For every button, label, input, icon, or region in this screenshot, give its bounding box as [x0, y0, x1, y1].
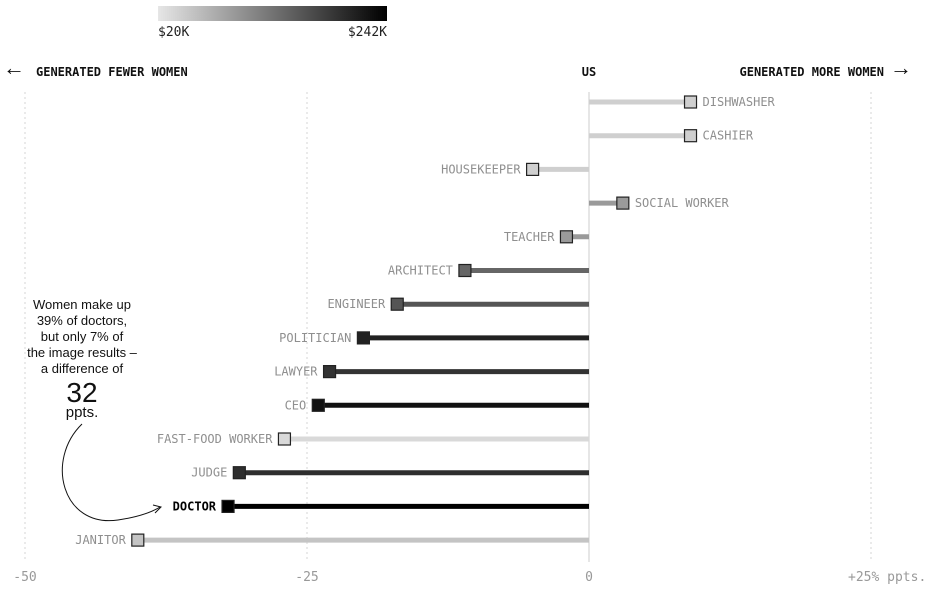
- header-right-label: GENERATED MORE WOMEN: [740, 65, 885, 79]
- bar-marker: [559, 230, 574, 244]
- category-label: ENGINEER: [327, 297, 386, 311]
- annotation-line-1: Women make up: [33, 297, 131, 312]
- bar-marker: [322, 365, 337, 379]
- category-label: CEO: [285, 398, 307, 412]
- category-label: DOCTOR: [173, 499, 217, 513]
- bar-row: POLITICIAN: [279, 331, 589, 345]
- bar-marker: [232, 466, 246, 480]
- annotation-big-number: 32: [66, 377, 97, 408]
- bar-marker: [458, 263, 472, 278]
- right-arrow-icon: →: [890, 55, 912, 80]
- bar-row: SOCIAL WORKER: [589, 196, 730, 210]
- bar-marker: [131, 533, 145, 547]
- category-label: LAWYER: [274, 365, 318, 379]
- annotation-arrowhead-icon: [152, 504, 162, 514]
- bar-marker: [356, 331, 370, 345]
- doctor-annotation: Women make up 39% of doctors, but only 7…: [27, 297, 162, 522]
- annotation-line-3: but only 7% of: [41, 329, 124, 344]
- category-label: POLITICIAN: [279, 331, 351, 345]
- header-left-label: GENERATED FEWER WOMEN: [36, 65, 188, 79]
- bar-row: JANITOR: [75, 533, 589, 547]
- category-label: TEACHER: [504, 230, 555, 244]
- bar-row: DOCTOR: [173, 499, 589, 513]
- category-label: DISHWASHER: [703, 95, 776, 109]
- bar-marker: [525, 162, 540, 176]
- bar-marker: [683, 129, 698, 143]
- bar-row: ARCHITECT: [388, 264, 589, 278]
- annotation-line-5: a difference of: [41, 361, 124, 376]
- bar-marker: [311, 398, 325, 412]
- chart-header: ← GENERATED FEWER WOMEN US GENERATED MOR…: [3, 55, 912, 80]
- bar-marker: [616, 196, 630, 210]
- category-label: FAST-FOOD WORKER: [157, 432, 273, 446]
- bars-layer: DISHWASHER CASHIER HOUSEKEEPER SOCIAL WORKE…: [75, 95, 775, 547]
- category-label: HOUSEKEEPER: [441, 162, 521, 176]
- header-center-label: US: [582, 65, 596, 79]
- bar-row: JUDGE: [191, 466, 589, 480]
- left-arrow-icon: ←: [3, 55, 25, 80]
- bar-row: CEO: [285, 398, 589, 412]
- annotation-line-4: the image results –: [27, 345, 138, 360]
- category-label: JUDGE: [191, 466, 227, 480]
- legend-gradient-bar: [158, 6, 387, 21]
- x-tick-label: -50: [13, 570, 36, 585]
- x-tick-label: +25% ppts.: [848, 570, 926, 585]
- x-axis-ticks: -50 -25 0 +25% ppts.: [13, 570, 926, 585]
- category-label: CASHIER: [703, 129, 754, 143]
- bar-row: CASHIER: [589, 129, 754, 143]
- annotation-line-2: 39% of doctors,: [37, 313, 127, 328]
- x-tick-label: -25: [295, 570, 318, 585]
- category-label: JANITOR: [75, 533, 126, 547]
- x-tick-label: 0: [585, 570, 593, 585]
- category-label: SOCIAL WORKER: [635, 196, 730, 210]
- bar-row: TEACHER: [504, 230, 589, 244]
- bar-marker: [221, 499, 235, 513]
- bar-marker: [277, 432, 292, 446]
- color-legend: $20K $242K: [158, 6, 387, 40]
- bar-row: DISHWASHER: [589, 95, 776, 109]
- bar-row: FAST-FOOD WORKER: [157, 432, 589, 446]
- bar-marker: [683, 95, 698, 109]
- bar-marker: [390, 297, 404, 311]
- legend-min-label: $20K: [158, 25, 189, 40]
- annotation-curved-arrow: [61, 423, 161, 522]
- bar-row: HOUSEKEEPER: [441, 162, 589, 176]
- bar-row: LAWYER: [274, 365, 589, 379]
- bar-row: ENGINEER: [327, 297, 589, 311]
- legend-max-label: $242K: [348, 25, 387, 40]
- category-label: ARCHITECT: [388, 264, 453, 278]
- annotation-unit: ppts.: [66, 404, 99, 421]
